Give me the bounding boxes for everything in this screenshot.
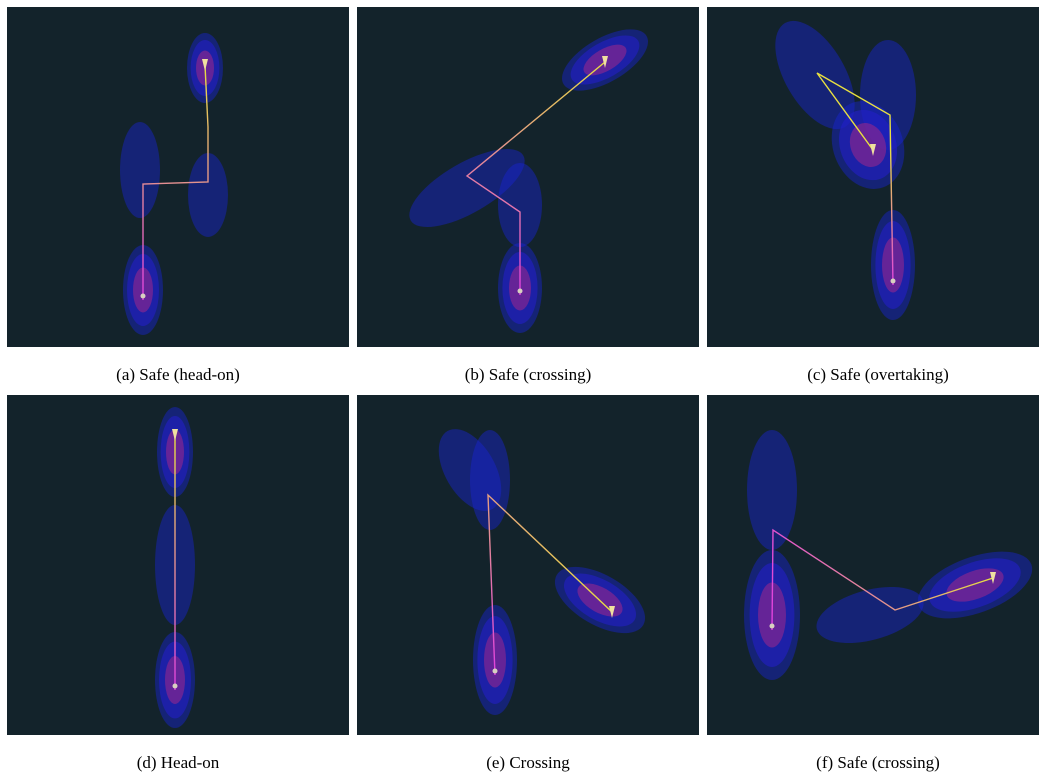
caption: (d) Head-on	[7, 753, 349, 773]
simulation-panel	[357, 7, 699, 347]
panel-background	[357, 395, 699, 735]
safety-region	[120, 122, 160, 218]
own-ship	[173, 684, 178, 689]
figure: (a) Safe (head-on) (b) Safe (crossing) (c)…	[0, 0, 1039, 780]
safety-region	[470, 430, 510, 530]
simulation-panel	[7, 395, 349, 735]
caption: (a) Safe (head-on)	[7, 365, 349, 385]
caption: (b) Safe (crossing)	[357, 365, 699, 385]
simulation-panel	[357, 395, 699, 735]
safety-region	[747, 430, 797, 550]
own-ship	[141, 294, 146, 299]
own-ship	[770, 624, 775, 629]
caption: (f) Safe (crossing)	[707, 753, 1039, 773]
own-ship	[493, 669, 498, 674]
own-ship	[891, 279, 896, 284]
simulation-panel	[707, 7, 1039, 347]
simulation-panel	[7, 7, 349, 347]
panel-background	[7, 7, 349, 347]
caption: (c) Safe (overtaking)	[707, 365, 1039, 385]
own-ship	[518, 289, 523, 294]
caption: (e) Crossing	[357, 753, 699, 773]
simulation-panel	[707, 395, 1039, 735]
